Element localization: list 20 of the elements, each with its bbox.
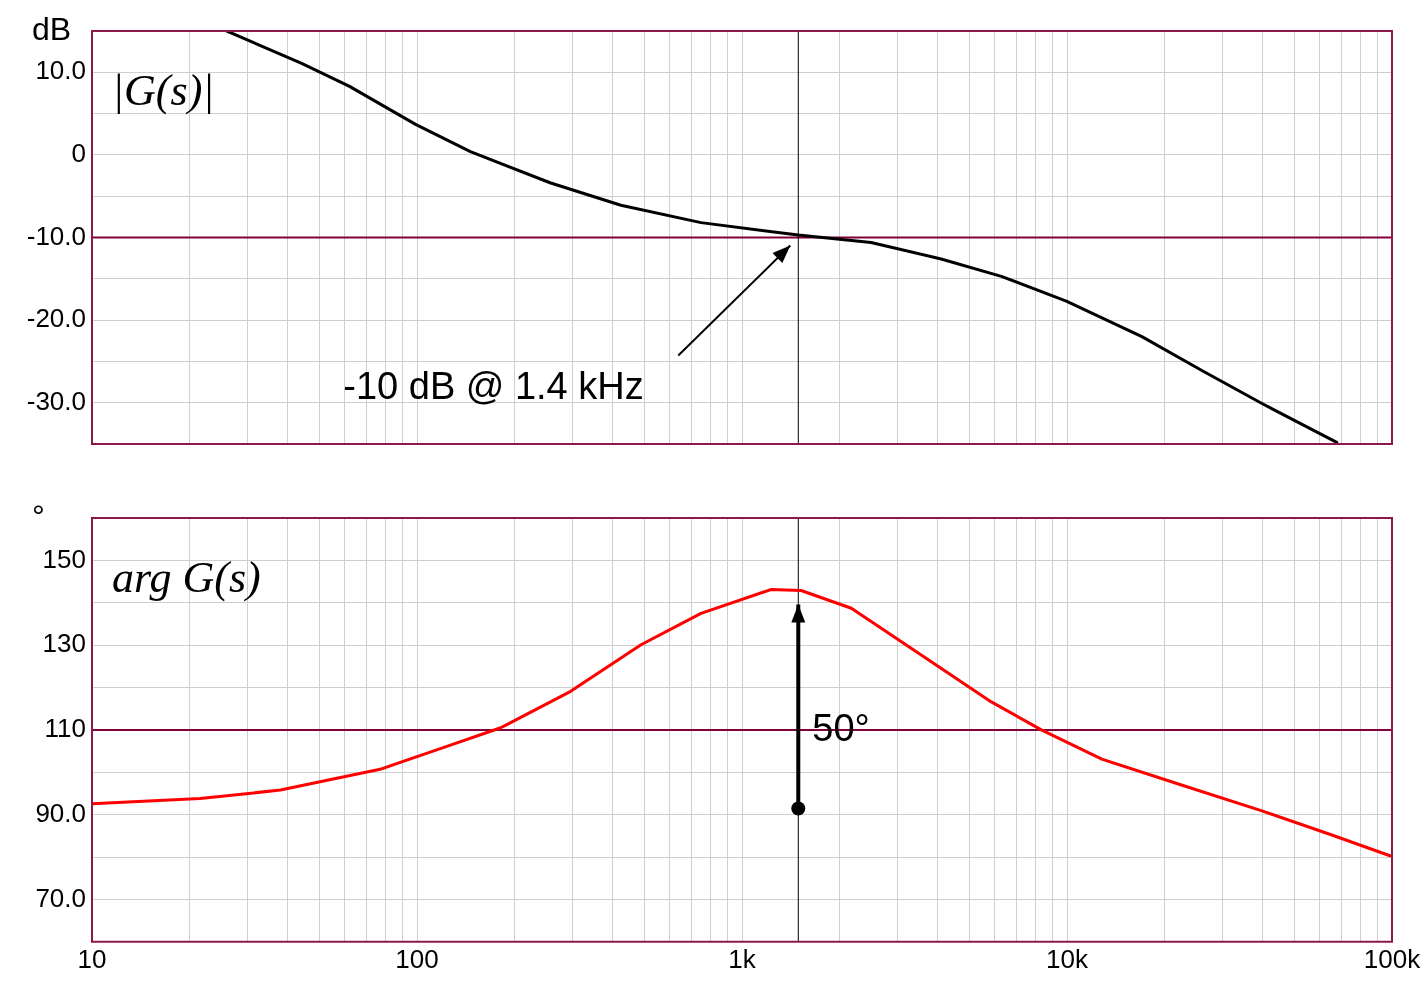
x-tick-label: 10k bbox=[1046, 943, 1089, 974]
y-tick-label: -30.0 bbox=[26, 385, 86, 416]
y-tick-label: -10.0 bbox=[26, 220, 86, 251]
y-axis-title: dB bbox=[32, 10, 72, 47]
x-tick-label: 1k bbox=[728, 943, 757, 974]
y-tick-label: 90.0 bbox=[35, 797, 86, 828]
text: arg G(s) bbox=[112, 552, 261, 602]
y-tick-label: 0 bbox=[71, 138, 86, 169]
y-tick-label: 110 bbox=[44, 713, 86, 744]
x-tick-label: 100 bbox=[395, 943, 439, 974]
y-tick-label: 150 bbox=[42, 543, 86, 574]
x-tick-label: 100k bbox=[1363, 943, 1422, 974]
annotation: -10 dB @ 1.4 kHz bbox=[343, 364, 644, 408]
y-tick-label: 10.0 bbox=[35, 55, 86, 86]
x-tick-label: 10 bbox=[77, 943, 107, 974]
text: |G(s)| bbox=[112, 65, 215, 115]
y-tick-label: -20.0 bbox=[26, 303, 86, 334]
y-tick-label: 70.0 bbox=[35, 882, 86, 913]
y-tick-label: 130 bbox=[42, 628, 86, 659]
y-axis-title: ° bbox=[32, 497, 45, 534]
